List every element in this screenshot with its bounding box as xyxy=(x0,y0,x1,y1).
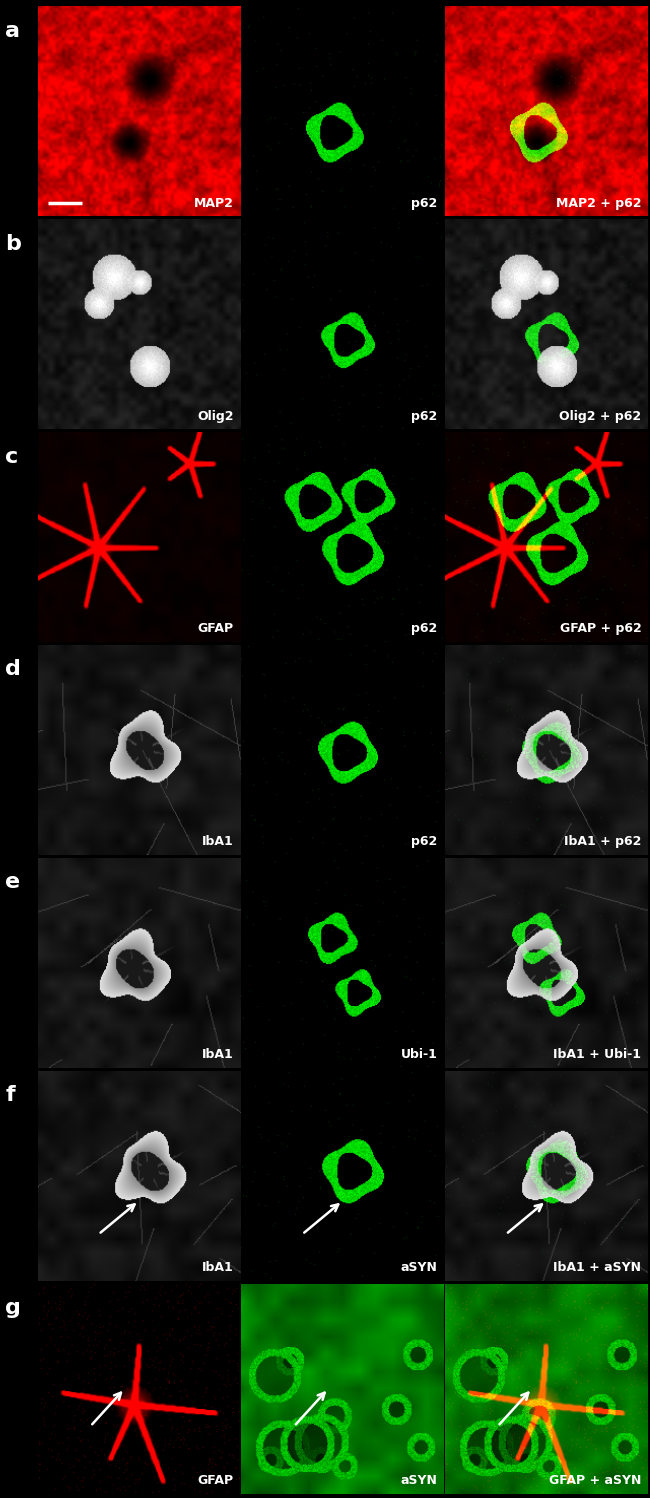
Text: b: b xyxy=(5,234,21,253)
Text: p62: p62 xyxy=(411,196,437,210)
Text: aSYN: aSYN xyxy=(401,1474,437,1488)
Text: GFAP + aSYN: GFAP + aSYN xyxy=(549,1474,642,1488)
Text: IbA1: IbA1 xyxy=(202,1261,234,1275)
Text: f: f xyxy=(5,1086,15,1106)
Text: IbA1: IbA1 xyxy=(202,1049,234,1062)
Text: Olig2: Olig2 xyxy=(198,409,234,422)
Text: MAP2 + p62: MAP2 + p62 xyxy=(556,196,642,210)
Text: p62: p62 xyxy=(411,409,437,422)
Text: IbA1 + Ubi-1: IbA1 + Ubi-1 xyxy=(553,1049,642,1062)
Text: IbA1 + p62: IbA1 + p62 xyxy=(564,836,642,848)
Text: GFAP: GFAP xyxy=(198,623,234,635)
Text: g: g xyxy=(5,1299,21,1318)
Text: IbA1: IbA1 xyxy=(202,836,234,848)
Text: d: d xyxy=(5,659,21,680)
Text: Ubi-1: Ubi-1 xyxy=(401,1049,437,1062)
Text: p62: p62 xyxy=(411,623,437,635)
Text: Olig2 + p62: Olig2 + p62 xyxy=(559,409,642,422)
Text: a: a xyxy=(5,21,20,40)
Text: e: e xyxy=(5,872,20,893)
Text: c: c xyxy=(5,446,18,466)
Text: MAP2: MAP2 xyxy=(194,196,234,210)
Text: GFAP + p62: GFAP + p62 xyxy=(560,623,642,635)
Text: aSYN: aSYN xyxy=(401,1261,437,1275)
Text: IbA1 + aSYN: IbA1 + aSYN xyxy=(553,1261,642,1275)
Text: p62: p62 xyxy=(411,836,437,848)
Text: GFAP: GFAP xyxy=(198,1474,234,1488)
